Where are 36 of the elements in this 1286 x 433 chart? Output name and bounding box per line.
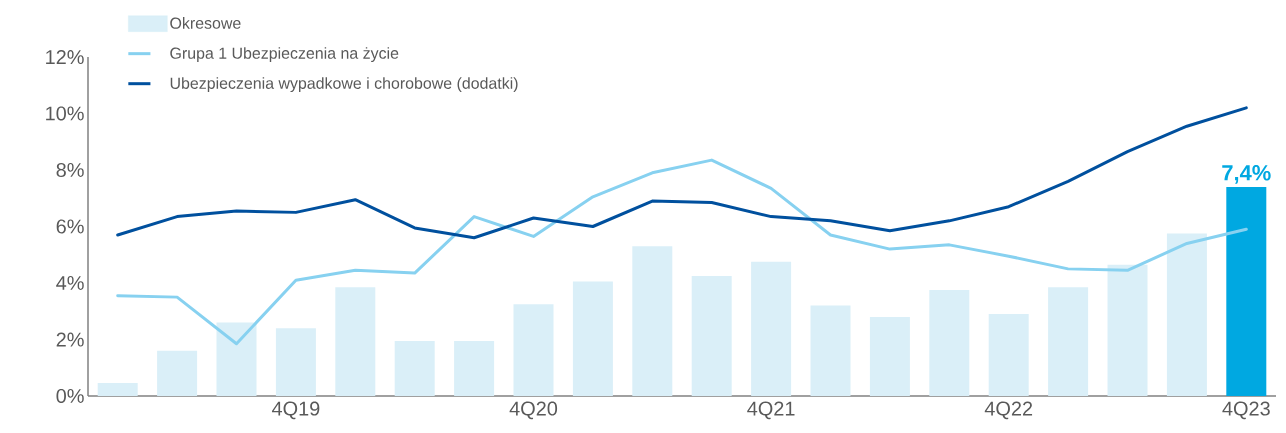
legend-label: Okresowe — [170, 17, 241, 29]
bar — [216, 322, 257, 396]
bar — [335, 287, 376, 396]
bar — [275, 328, 316, 396]
x-tick-label: 4Q20 — [509, 401, 558, 420]
x-tick-label: 4Q23 — [1222, 401, 1270, 420]
y-tick-label: 8% — [56, 162, 84, 178]
y-tick-label: 4% — [56, 276, 84, 290]
bar — [751, 261, 792, 396]
bar — [513, 304, 554, 396]
bar — [929, 290, 970, 396]
x-tick-label: 4Q19 — [271, 401, 320, 420]
bar — [572, 281, 613, 396]
y-tick-label: 10% — [46, 106, 84, 121]
bar — [691, 275, 732, 396]
bar — [157, 350, 198, 396]
legend-label: Ubezpieczenia wypadkowe i chorobowe (dodatki) — [170, 77, 518, 93]
bar — [810, 305, 851, 396]
y-tick-label: 12% — [46, 49, 84, 64]
bar — [1166, 233, 1207, 396]
x-tick-label: 4Q22 — [984, 401, 1033, 420]
legend-label: Grupa 1 Ubezpieczenia na życie — [170, 47, 399, 62]
x-tick-label: 4Q21 — [747, 401, 795, 420]
bar — [454, 340, 495, 396]
bar — [1048, 287, 1089, 396]
y-tick-label: 6% — [56, 219, 84, 234]
bar — [988, 314, 1029, 396]
bar — [1107, 264, 1148, 396]
bar — [1226, 186, 1267, 396]
y-tick-label: 2% — [56, 332, 84, 347]
bar — [632, 246, 673, 396]
bar — [869, 316, 910, 396]
y-tick-label: 0% — [56, 388, 84, 404]
bar — [394, 340, 435, 396]
data-label: 7,4% — [1222, 165, 1271, 184]
bar — [97, 383, 138, 396]
